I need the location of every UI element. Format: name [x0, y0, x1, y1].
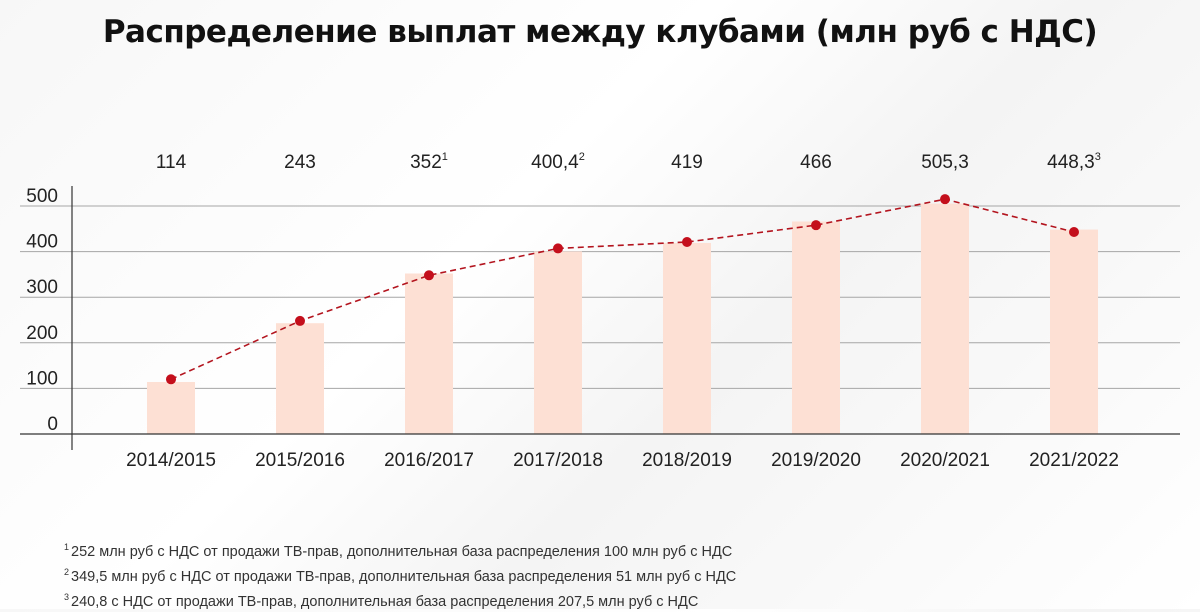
marker-2015/2016 — [295, 315, 305, 326]
value-label-2015/2016: 243 — [284, 152, 316, 173]
bar-2019/2020 — [792, 221, 840, 434]
value-label-2017/2018: 400,42 — [531, 151, 585, 173]
y-tick-300: 300 — [26, 277, 58, 298]
y-tick-100: 100 — [26, 368, 58, 389]
x-tick-2018/2019: 2018/2019 — [642, 450, 732, 471]
footnotes: 1 252 млн руб с НДС от продажи ТВ-прав, д… — [64, 537, 736, 612]
y-tick-200: 200 — [26, 323, 58, 344]
bars — [147, 203, 1098, 434]
value-label-2020/2021: 505,3 — [921, 152, 969, 173]
marker-2019/2020 — [811, 220, 821, 231]
marker-2020/2021 — [940, 194, 950, 205]
marker-2018/2019 — [682, 237, 692, 248]
value-label-2014/2015: 114 — [156, 152, 187, 173]
x-tick-2015/2016: 2015/2016 — [255, 450, 345, 471]
x-tick-2017/2018: 2017/2018 — [513, 450, 603, 471]
value-label-2018/2019: 419 — [671, 152, 703, 173]
grid-lines — [20, 205, 1180, 389]
marker-2021/2022 — [1069, 226, 1079, 237]
footnote-1: 1 252 млн руб с НДС от продажи ТВ-прав, д… — [64, 542, 733, 560]
trend-line — [170, 198, 1075, 381]
chart: 0 100 200 300 400 500 2014/2015 2015/2016 2016/… — [20, 151, 1180, 471]
y-tick-0: 0 — [47, 414, 58, 435]
x-tick-2016/2017: 2016/2017 — [384, 450, 474, 471]
bar-2020/2021 — [921, 203, 969, 434]
y-tick-labels: 0 100 200 300 400 500 — [26, 186, 58, 435]
y-tick-500: 500 — [26, 186, 58, 207]
bar-2018/2019 — [663, 242, 711, 434]
x-tick-2020/2021: 2020/2021 — [900, 450, 990, 471]
bar-2016/2017 — [405, 273, 453, 434]
value-label-2021/2022: 448,33 — [1047, 151, 1101, 173]
footnote-2: 2 349,5 млн руб с НДС от продажи ТВ-прав,… — [64, 567, 737, 585]
bar-2015/2016 — [276, 323, 324, 434]
value-label-2016/2017: 3521 — [410, 151, 448, 173]
marker-2017/2018 — [553, 243, 563, 254]
x-tick-2014/2015: 2014/2015 — [126, 450, 216, 471]
bar-2017/2018 — [534, 251, 582, 434]
x-tick-2021/2022: 2021/2022 — [1029, 450, 1119, 471]
trend-markers — [166, 194, 1079, 385]
value-label-2019/2020: 466 — [800, 152, 832, 173]
y-tick-400: 400 — [26, 232, 58, 253]
marker-2016/2017 — [424, 270, 434, 281]
marker-2014/2015 — [166, 374, 176, 385]
bar-2014/2015 — [147, 382, 195, 434]
bar-2021/2022 — [1050, 229, 1098, 434]
value-labels: 114 243 3521 400,42 419 466 505,3 448,33 — [156, 151, 1101, 173]
chart-title: Распределение выплат между клубами (млн … — [102, 14, 1098, 50]
x-tick-2019/2020: 2019/2020 — [771, 450, 861, 471]
x-tick-labels: 2014/2015 2015/2016 2016/2017 2017/2018 2018… — [126, 450, 1119, 471]
footnote-3: 3 240,8 с НДС от продажи ТВ-прав, дополни… — [64, 592, 699, 610]
